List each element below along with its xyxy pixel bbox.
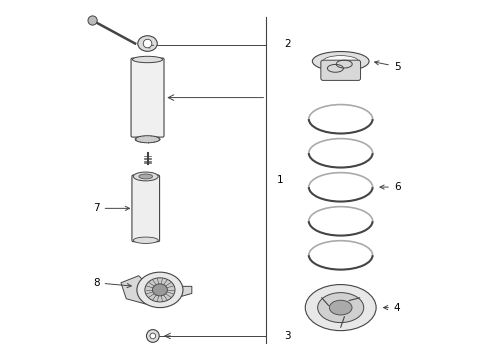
Text: 5: 5 xyxy=(375,61,400,72)
Ellipse shape xyxy=(152,284,168,296)
Ellipse shape xyxy=(137,272,183,307)
FancyBboxPatch shape xyxy=(132,175,160,242)
Ellipse shape xyxy=(305,284,376,330)
Ellipse shape xyxy=(145,278,175,302)
Text: 3: 3 xyxy=(284,331,291,341)
Ellipse shape xyxy=(323,55,358,67)
FancyBboxPatch shape xyxy=(321,60,361,80)
Text: 8: 8 xyxy=(93,278,131,288)
Text: 4: 4 xyxy=(384,303,400,312)
FancyBboxPatch shape xyxy=(131,58,164,137)
Text: 2: 2 xyxy=(284,39,291,49)
Polygon shape xyxy=(121,276,156,304)
Text: 1: 1 xyxy=(277,175,284,185)
Ellipse shape xyxy=(329,300,352,315)
Text: 6: 6 xyxy=(380,182,400,192)
Ellipse shape xyxy=(133,172,158,181)
Ellipse shape xyxy=(318,293,364,323)
Ellipse shape xyxy=(312,51,369,71)
Circle shape xyxy=(147,329,159,342)
Ellipse shape xyxy=(135,136,160,143)
Circle shape xyxy=(150,333,156,339)
Ellipse shape xyxy=(139,174,152,179)
Circle shape xyxy=(88,16,97,25)
Ellipse shape xyxy=(132,56,163,63)
Ellipse shape xyxy=(133,237,158,243)
Circle shape xyxy=(143,39,152,48)
Ellipse shape xyxy=(138,36,157,51)
Text: 7: 7 xyxy=(93,203,129,213)
Polygon shape xyxy=(167,286,192,301)
